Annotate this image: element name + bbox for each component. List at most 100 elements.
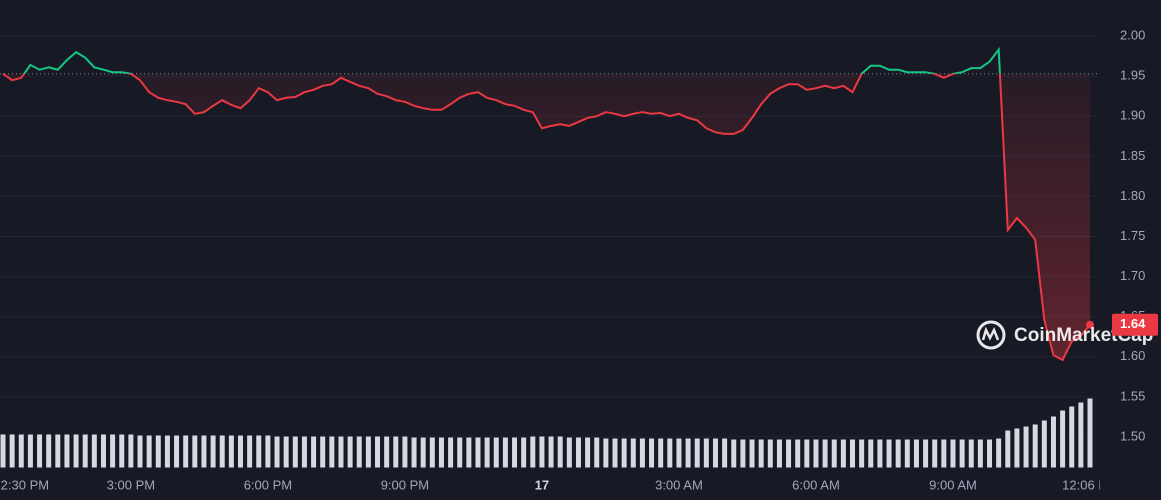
y-tick-label: 1.70 xyxy=(1120,268,1145,283)
x-tick-label: 3:00 PM xyxy=(107,477,155,492)
volume-bar xyxy=(511,436,519,469)
volume-bar xyxy=(821,438,829,469)
y-tick-label: 1.50 xyxy=(1120,428,1145,443)
volume-bar xyxy=(99,433,107,469)
volume-bar xyxy=(1031,423,1039,469)
volume-bar xyxy=(364,435,372,469)
volume-bar xyxy=(894,438,902,469)
volume-bar xyxy=(858,438,866,469)
price-tag-label: 1.64 xyxy=(1120,316,1146,331)
price-line-up xyxy=(3,46,1001,74)
x-tick-label: 6:00 AM xyxy=(792,477,840,492)
volume-bar xyxy=(584,436,592,469)
volume-bar xyxy=(0,433,7,469)
volume-bar xyxy=(812,438,820,469)
volume-bar xyxy=(638,437,646,469)
volume-bar xyxy=(912,438,920,469)
volume-bar xyxy=(757,438,765,469)
volume-bar xyxy=(209,434,217,469)
volume-bar xyxy=(109,433,117,469)
volume-bar xyxy=(885,438,893,469)
volume-bar xyxy=(300,435,308,469)
volume-bar xyxy=(218,434,226,469)
y-tick-label: 1.95 xyxy=(1120,68,1145,83)
price-line-down xyxy=(2,73,1091,362)
volume-bar xyxy=(63,433,71,469)
volume-bar xyxy=(264,434,272,469)
volume-bar xyxy=(1049,415,1057,469)
volume-bar xyxy=(8,433,16,469)
volume-bar xyxy=(72,433,80,469)
volume-bar xyxy=(483,436,491,469)
volume-bar xyxy=(273,435,281,469)
volume-bar xyxy=(739,438,747,469)
x-tick-label: 12:30 PM xyxy=(0,477,49,492)
volume-bar xyxy=(702,437,710,469)
volume-bar xyxy=(36,433,44,469)
y-tick-label: 1.55 xyxy=(1120,388,1145,403)
volume-bar xyxy=(876,438,884,469)
volume-bar xyxy=(684,437,692,469)
volume-bar xyxy=(657,437,665,469)
volume-bar xyxy=(574,436,582,469)
volume-bar xyxy=(154,434,162,469)
volume-bar xyxy=(118,433,126,469)
volume-bar xyxy=(319,435,327,469)
volume-bar xyxy=(474,436,482,469)
volume-bar xyxy=(711,437,719,469)
volume-bar xyxy=(419,436,427,469)
volume-bar xyxy=(45,433,53,469)
volume-bar xyxy=(447,436,455,469)
volume-bar xyxy=(456,436,464,469)
axes: 12:30 PM 3:00 PM 6:00 PM 9:00 PM 17 3:00 AM 6:… xyxy=(0,477,1100,492)
volume-bar xyxy=(620,437,628,469)
volume-bar xyxy=(310,435,318,469)
volume-bar xyxy=(785,438,793,469)
volume-bar xyxy=(1004,429,1012,469)
volume-bar xyxy=(191,434,199,469)
volume-bar xyxy=(976,438,984,469)
volume-bar xyxy=(1013,427,1021,469)
volume-bar xyxy=(986,438,994,469)
x-tick-label: 6:00 PM xyxy=(244,477,292,492)
price-tag: 1.64 xyxy=(1112,313,1158,336)
volume-bar xyxy=(26,433,34,469)
volume-bar xyxy=(730,438,738,469)
volume-bar xyxy=(675,437,683,469)
volume-bar xyxy=(465,436,473,469)
volume-bar xyxy=(182,434,190,469)
price-line xyxy=(2,46,1094,362)
volume-bar xyxy=(1086,397,1094,469)
volume-bar xyxy=(949,438,957,469)
volume-bar xyxy=(602,437,610,469)
volume-bar xyxy=(1077,401,1085,469)
price-tag-box xyxy=(1112,313,1158,336)
volume-bar xyxy=(328,435,336,469)
volume-bar xyxy=(337,435,345,469)
volume-bar xyxy=(1068,405,1076,469)
volume-bar xyxy=(383,435,391,469)
volume-bar xyxy=(666,437,674,469)
volume-bar xyxy=(1040,419,1048,469)
y-axis: 1.501.551.601.651.701.751.801.851.901.95… xyxy=(1120,28,1145,444)
volume-bar xyxy=(1059,409,1067,469)
volume-bar xyxy=(903,438,911,469)
volume-bar xyxy=(721,437,729,469)
volume-bar xyxy=(136,434,144,469)
volume-bar xyxy=(995,437,1003,469)
volume-bar xyxy=(867,438,875,469)
volume-bar xyxy=(693,437,701,469)
volume-bar xyxy=(794,438,802,469)
volume-bar xyxy=(163,434,171,469)
volume-bar xyxy=(410,436,418,469)
volume-bar xyxy=(629,437,637,469)
volume-bar xyxy=(236,434,244,469)
volume-bar xyxy=(931,438,939,469)
volume-bar xyxy=(958,438,966,469)
volume-bar xyxy=(54,433,62,469)
x-tick-label: 9:00 AM xyxy=(929,477,977,492)
volume-bar xyxy=(839,438,847,469)
volume-bar xyxy=(428,436,436,469)
